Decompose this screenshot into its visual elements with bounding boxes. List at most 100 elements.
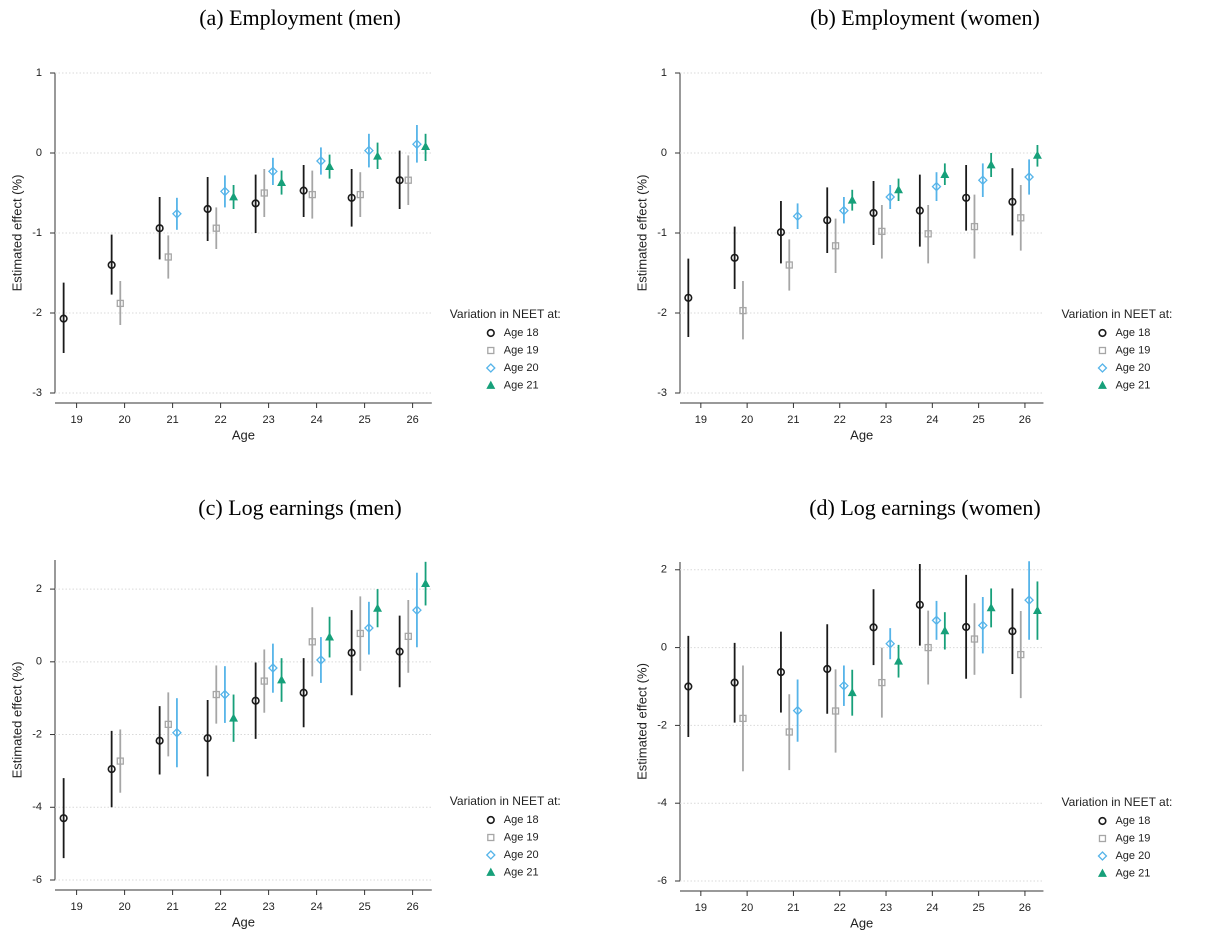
y-axis-label: Estimated effect (%) — [9, 662, 24, 779]
marker — [155, 736, 164, 745]
x-tick-label: 19 — [695, 902, 707, 914]
marker — [316, 156, 326, 166]
marker — [116, 757, 124, 765]
marker — [962, 622, 971, 632]
x-tick-label: 19 — [695, 414, 707, 426]
marker — [838, 680, 849, 691]
legend-swatch — [1097, 851, 1108, 861]
x-tick-label: 26 — [406, 414, 418, 426]
y-tick-label: 0 — [661, 641, 667, 653]
x-tick-label: 22 — [834, 414, 846, 426]
x-tick-label: 19 — [70, 901, 82, 913]
marker — [203, 204, 212, 214]
marker — [107, 764, 116, 774]
marker — [885, 192, 896, 202]
marker — [308, 190, 316, 199]
y-tick-label: -4 — [32, 801, 42, 813]
marker — [212, 690, 220, 699]
x-tick-label: 25 — [358, 901, 370, 913]
marker — [924, 643, 932, 652]
x-tick-label: 25 — [973, 414, 985, 426]
marker — [962, 193, 971, 202]
marker — [373, 603, 383, 612]
marker — [164, 720, 172, 729]
marker — [260, 189, 268, 197]
legend-title: Variation in NEET at: — [450, 307, 561, 321]
marker — [776, 667, 786, 677]
legend-swatch — [1097, 868, 1107, 877]
x-tick-label: 21 — [166, 414, 178, 426]
marker — [831, 242, 840, 250]
x-tick-label: 22 — [214, 901, 226, 913]
legend-label: Age 21 — [504, 379, 539, 391]
panel-title: (b) Employment (women) — [810, 5, 1040, 30]
y-tick-label: -1 — [32, 227, 42, 239]
legend-label: Age 19 — [1115, 832, 1150, 844]
marker — [1032, 605, 1042, 615]
x-axis-label: Age — [232, 427, 255, 442]
x-tick-label: 20 — [741, 414, 753, 426]
panel-title: (c) Log earnings (men) — [198, 495, 401, 520]
marker — [299, 688, 308, 697]
legend-label: Age 21 — [1115, 379, 1150, 391]
y-tick-label: 2 — [36, 583, 42, 595]
legend-title: Variation in NEET at: — [1061, 795, 1172, 809]
x-tick-label: 20 — [118, 414, 130, 426]
marker — [894, 656, 904, 665]
legend-label: Age 20 — [1115, 850, 1150, 862]
legend-label: Age 18 — [504, 327, 539, 339]
y-tick-label: 0 — [36, 147, 42, 159]
x-tick-label: 23 — [880, 902, 892, 914]
y-axis-label: Estimated effect (%) — [634, 175, 649, 292]
y-tick-label: -2 — [32, 307, 42, 319]
marker — [894, 184, 904, 194]
marker — [931, 615, 942, 626]
marker — [869, 623, 878, 632]
x-tick-label: 21 — [787, 414, 799, 426]
marker — [878, 678, 886, 687]
y-axis-label: Estimated effect (%) — [634, 663, 649, 780]
marker — [364, 623, 374, 633]
x-tick-label: 25 — [358, 414, 370, 426]
marker — [251, 696, 260, 705]
marker — [970, 635, 979, 643]
marker — [878, 227, 886, 236]
legend-swatch — [487, 833, 495, 842]
legend-label: Age 20 — [1115, 362, 1150, 374]
marker — [421, 141, 431, 150]
x-tick-label: 24 — [926, 902, 938, 914]
marker — [792, 705, 803, 716]
marker — [785, 728, 793, 736]
x-axis-label: Age — [850, 427, 873, 442]
marker — [1032, 150, 1042, 159]
y-axis-label: Estimated effect (%) — [9, 175, 24, 292]
x-tick-label: 25 — [973, 902, 985, 914]
marker — [776, 228, 786, 237]
marker — [792, 211, 803, 222]
marker — [59, 814, 68, 823]
legend-swatch — [1098, 816, 1107, 826]
x-tick-label: 24 — [926, 414, 938, 426]
y-tick-label: 1 — [36, 67, 42, 79]
marker — [1017, 214, 1025, 222]
marker — [869, 208, 878, 218]
marker — [220, 186, 230, 197]
x-tick-label: 22 — [214, 414, 226, 426]
legend-label: Age 20 — [504, 362, 539, 374]
marker — [325, 632, 335, 641]
marker — [364, 145, 374, 156]
x-tick-label: 26 — [1019, 902, 1031, 914]
legend-label: Age 19 — [504, 831, 539, 843]
x-tick-label: 24 — [310, 901, 322, 913]
legend-label: Age 19 — [1115, 344, 1150, 356]
legend-label: Age 21 — [1115, 867, 1150, 879]
marker — [915, 206, 924, 215]
marker — [395, 647, 404, 656]
marker — [172, 208, 182, 219]
marker — [838, 205, 849, 216]
marker — [684, 293, 693, 302]
marker — [212, 224, 220, 232]
x-axis-label: Age — [850, 915, 873, 930]
x-tick-label: 26 — [406, 901, 418, 913]
